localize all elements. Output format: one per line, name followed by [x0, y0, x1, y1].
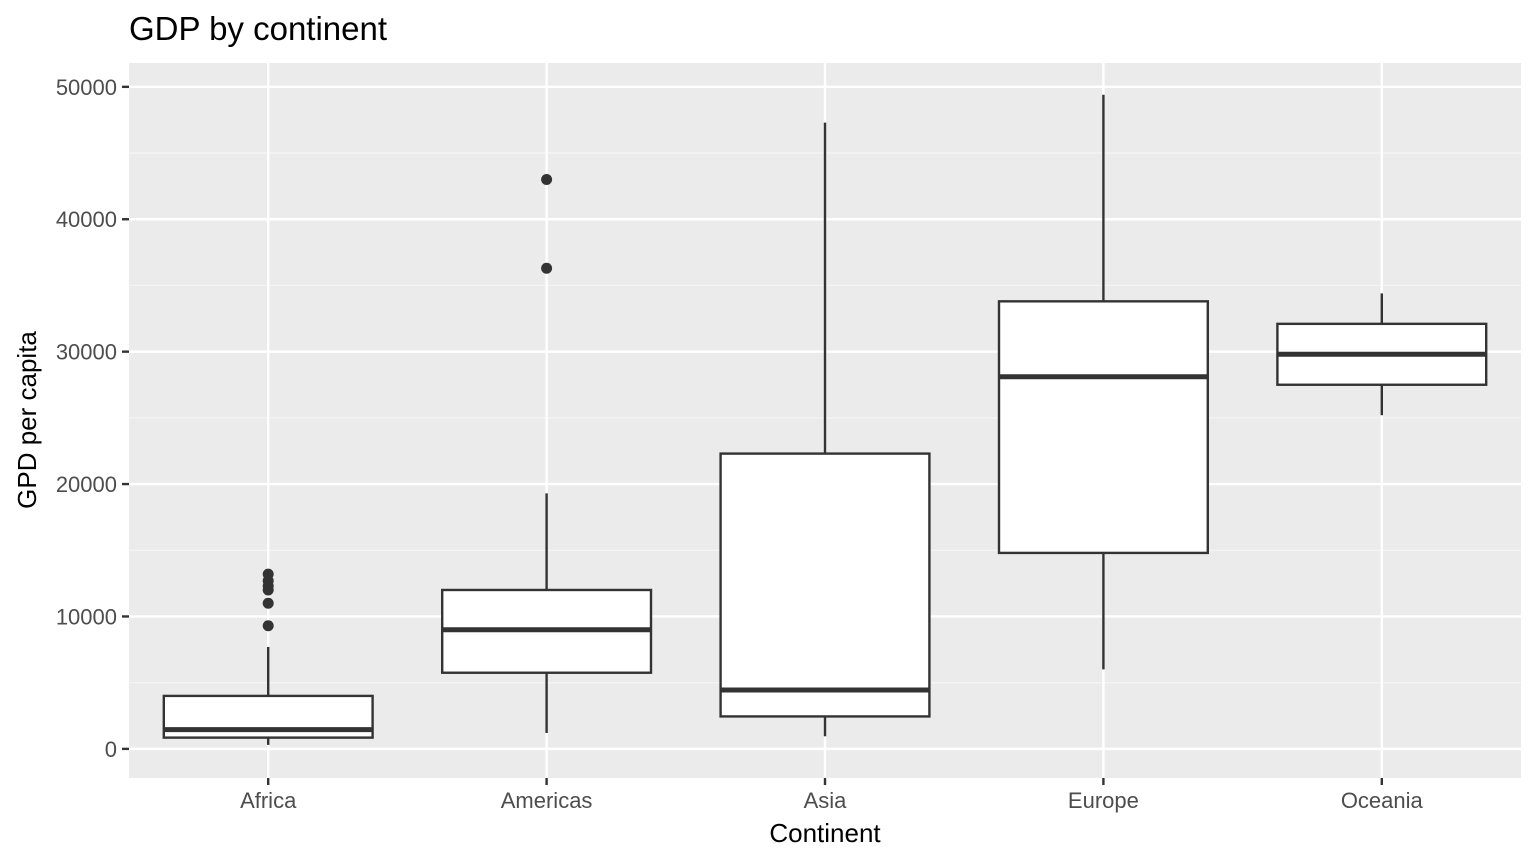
outlier-point — [541, 262, 553, 274]
outlier-point — [262, 620, 274, 632]
box-africa — [162, 568, 374, 745]
y-tick-label: 10000 — [56, 604, 117, 629]
y-axis-title: GPD per capita — [12, 331, 42, 509]
x-tick-label: Europe — [1068, 788, 1139, 813]
box-europe — [997, 94, 1210, 670]
chart-title: GDP by continent — [129, 10, 387, 47]
box-iqr — [997, 300, 1210, 555]
x-tick-label: Oceania — [1341, 788, 1424, 813]
box-oceania — [1276, 293, 1488, 416]
boxplot-marks — [162, 94, 1488, 745]
outlier-point — [541, 174, 553, 186]
y-tick-label: 0 — [105, 737, 117, 762]
y-tick-label: 40000 — [56, 207, 117, 232]
box-asia — [719, 122, 931, 737]
x-tick-label: Americas — [501, 788, 593, 813]
outlier-point — [262, 568, 274, 580]
x-tick-label: Africa — [240, 788, 297, 813]
x-tick-label: Asia — [804, 788, 848, 813]
y-tick-label: 30000 — [56, 340, 117, 365]
axis-ticks: 0 10000 20000 30000 40000 50000 Africa Americas… — [56, 75, 1424, 813]
box-americas — [441, 174, 653, 733]
y-tick-label: 20000 — [56, 472, 117, 497]
box-iqr — [719, 452, 931, 718]
y-tick-label: 50000 — [56, 75, 117, 100]
x-axis-title: Continent — [769, 818, 881, 848]
outlier-point — [262, 597, 274, 609]
